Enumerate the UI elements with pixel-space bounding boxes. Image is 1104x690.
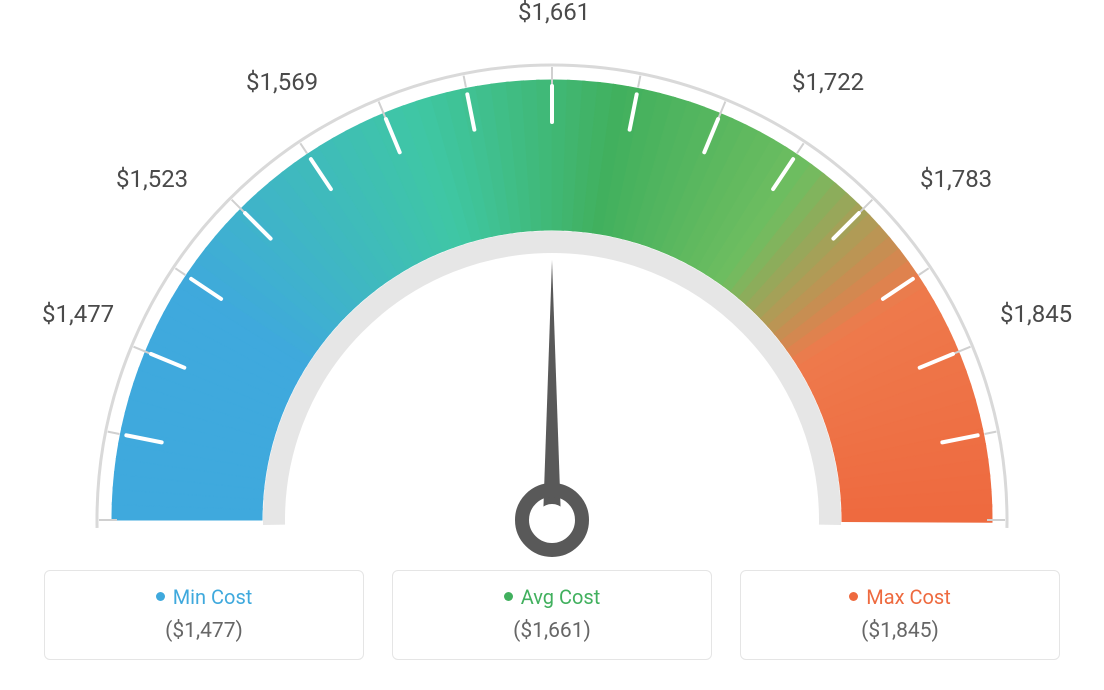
legend-title-avg: Avg Cost — [403, 585, 701, 609]
cost-gauge-chart: $1,477 $1,523 $1,569 $1,661 $1,722 $1,78… — [0, 0, 1104, 690]
legend-title-min: Min Cost — [55, 585, 353, 609]
legend-min-label: Min Cost — [173, 585, 253, 609]
legend-card-min: Min Cost ($1,477) — [44, 570, 364, 660]
dot-icon — [504, 592, 513, 601]
legend-card-max: Max Cost ($1,845) — [740, 570, 1060, 660]
gauge-svg — [22, 20, 1082, 580]
legend-avg-label: Avg Cost — [521, 585, 601, 609]
legend-min-value: ($1,477) — [55, 619, 353, 643]
legend-avg-value: ($1,661) — [403, 619, 701, 643]
tick-label-4: $1,661 — [518, 0, 590, 26]
tick-label-7: $1,783 — [920, 165, 992, 193]
legend-max-value: ($1,845) — [751, 619, 1049, 643]
tick-label-6: $1,722 — [792, 68, 864, 96]
legend-card-avg: Avg Cost ($1,661) — [392, 570, 712, 660]
tick-label-1: $1,523 — [116, 165, 188, 193]
tick-label-8: $1,845 — [1000, 300, 1072, 328]
gauge-area: $1,477 $1,523 $1,569 $1,661 $1,722 $1,78… — [0, 0, 1104, 560]
tick-label-0: $1,477 — [42, 300, 114, 328]
legend-max-label: Max Cost — [866, 585, 951, 609]
legend-title-max: Max Cost — [751, 585, 1049, 609]
legend-row: Min Cost ($1,477) Avg Cost ($1,661) Max … — [0, 570, 1104, 660]
dot-icon — [156, 592, 165, 601]
tick-label-2: $1,569 — [246, 68, 318, 96]
dot-icon — [849, 592, 858, 601]
